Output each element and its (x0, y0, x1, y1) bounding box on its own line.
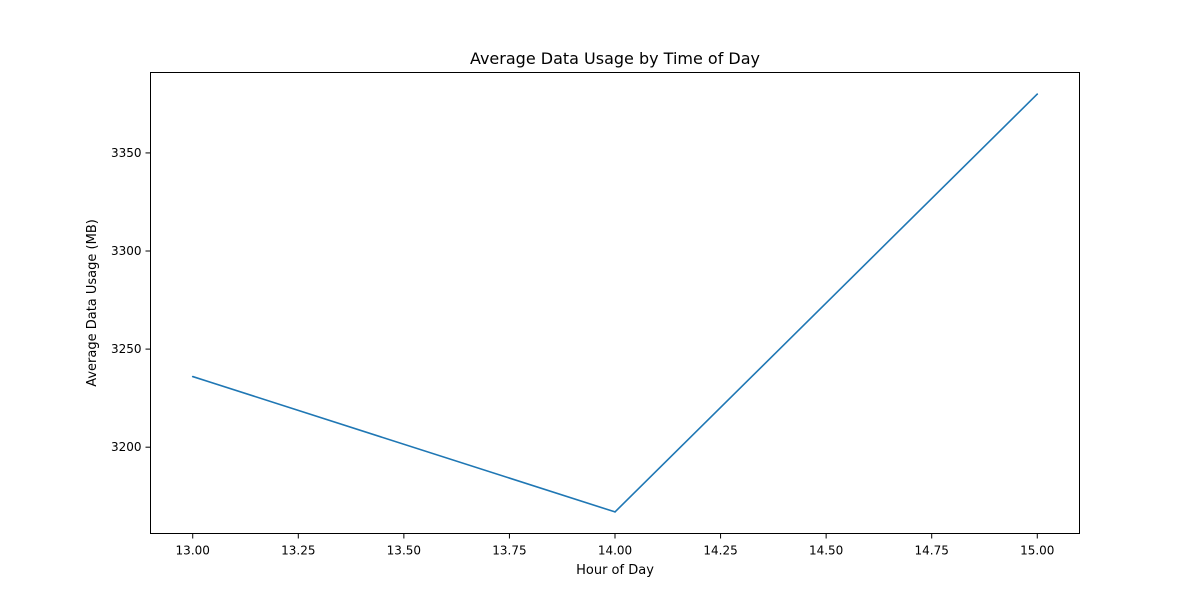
data-point (614, 511, 616, 513)
x-tick-label: 13.25 (281, 544, 315, 558)
x-axis-label: Hour of Day (576, 563, 654, 578)
x-tick-label: 15.00 (1020, 544, 1054, 558)
x-tick-label: 13.00 (176, 544, 210, 558)
plot-area (150, 72, 1080, 534)
x-tick-label: 14.25 (703, 544, 737, 558)
x-axis: 13.00 13.25 13.50 13.75 14.00 14.25 14.50 14.75… (176, 533, 1054, 558)
x-tick-label: 14.50 (809, 544, 843, 558)
data-point (191, 375, 194, 378)
x-tick-label: 13.75 (492, 544, 526, 558)
x-tick-label: 14.75 (915, 544, 949, 558)
x-tick-label: 14.00 (598, 544, 632, 558)
series-layer (191, 93, 1039, 513)
y-axis-label: Average Data Usage (MB) (85, 219, 100, 387)
y-axis: 3200 3250 3300 3350 (111, 146, 151, 454)
series-line (192, 93, 1038, 513)
data-point (1036, 93, 1039, 95)
y-tick-label: 3200 (111, 440, 142, 454)
chart-title: Average Data Usage by Time of Day (470, 49, 760, 68)
y-tick-label: 3250 (111, 342, 142, 356)
y-tick-label: 3350 (111, 146, 142, 160)
y-tick-label: 3300 (111, 244, 142, 258)
x-tick-label: 13.50 (387, 544, 421, 558)
